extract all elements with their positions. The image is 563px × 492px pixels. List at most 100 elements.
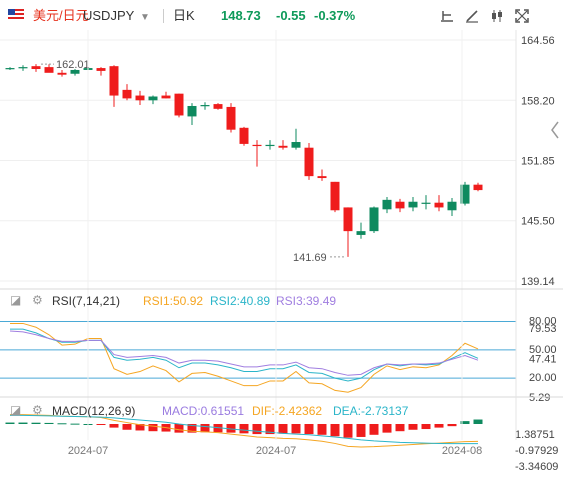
last-price: 148.73 bbox=[221, 8, 261, 23]
drawing-icon[interactable] bbox=[464, 8, 480, 24]
macd-histogram-bar bbox=[369, 424, 379, 435]
candle bbox=[5, 67, 15, 70]
candle bbox=[382, 197, 392, 214]
macd-histogram-bar bbox=[5, 422, 15, 424]
date-tick-label: 2024-07 bbox=[68, 445, 108, 457]
candle bbox=[343, 207, 353, 257]
macd-params[interactable]: MACD(12,26,9) bbox=[52, 404, 136, 418]
macd-histogram-bar bbox=[57, 423, 67, 425]
gear-icon[interactable]: ⚙ bbox=[32, 293, 43, 307]
chevron-left-icon[interactable] bbox=[551, 121, 559, 139]
us-flag-icon bbox=[8, 9, 24, 21]
candle-body bbox=[70, 69, 80, 74]
macd-histogram-bar bbox=[395, 424, 405, 432]
header-divider bbox=[163, 9, 164, 23]
macd-histogram-bar bbox=[473, 419, 483, 424]
date-tick-label: 2024-08 bbox=[442, 445, 482, 457]
candle-body bbox=[343, 207, 353, 232]
macd-tick-label: 1.38751 bbox=[515, 429, 555, 441]
macd-histogram-bar bbox=[187, 424, 197, 433]
candle bbox=[122, 84, 132, 101]
hide-indicator-icon[interactable]: ◪ bbox=[10, 403, 22, 417]
price-tick-label: 164.56 bbox=[521, 35, 555, 47]
date-tick-label: 2024-07 bbox=[256, 445, 296, 457]
candle-body bbox=[96, 68, 106, 71]
candle bbox=[395, 198, 405, 213]
fullscreen-icon[interactable] bbox=[514, 8, 530, 24]
candle bbox=[278, 140, 288, 150]
candle-body bbox=[109, 66, 119, 96]
macd-histogram-bar bbox=[408, 424, 418, 430]
candle bbox=[434, 195, 444, 212]
rsi2-value: RSI2:40.89 bbox=[210, 294, 271, 308]
price-tick-label: 145.50 bbox=[521, 216, 555, 228]
candle bbox=[44, 64, 54, 73]
candle bbox=[213, 103, 223, 110]
macd-histogram-bar bbox=[239, 424, 249, 434]
candle-body bbox=[44, 67, 54, 73]
candle bbox=[369, 206, 379, 234]
chart-header: 美元/日元 USDJPY ▼ 日K 148.73 -0.55 -0.37% bbox=[0, 0, 563, 32]
macd-histogram-bar bbox=[135, 424, 145, 431]
candle-body bbox=[57, 72, 67, 75]
interval-selector[interactable]: 日K bbox=[173, 8, 195, 23]
candle bbox=[239, 126, 249, 146]
low-annotation: 141.69 bbox=[293, 252, 327, 264]
macd-histogram-bar bbox=[96, 424, 106, 425]
candle bbox=[18, 65, 28, 71]
macd-histogram-bar bbox=[70, 423, 80, 425]
candle bbox=[460, 181, 470, 206]
rsi1-value: RSI1:50.92 bbox=[143, 294, 204, 308]
macd-histogram-bar bbox=[109, 424, 119, 428]
date-axis: 2024-07 2024-07 2024-08 bbox=[68, 30, 482, 457]
candle-body bbox=[213, 104, 223, 109]
macd-tick-label: -3.34609 bbox=[515, 461, 558, 473]
candle bbox=[187, 103, 197, 125]
macd-histogram-bar bbox=[226, 424, 236, 433]
gear-icon[interactable]: ⚙ bbox=[32, 403, 43, 417]
rsi-tick-label: 5.29 bbox=[529, 392, 550, 404]
candle bbox=[408, 197, 418, 212]
candle-body bbox=[473, 184, 483, 191]
candle-body bbox=[135, 95, 145, 101]
macd-histogram-bar bbox=[421, 424, 431, 430]
macd-histogram-bar bbox=[317, 424, 327, 435]
crosshair-icon[interactable] bbox=[439, 8, 455, 24]
macd-histogram-bar bbox=[460, 421, 470, 424]
price-change: -0.55 bbox=[276, 8, 306, 23]
currency-pair-name[interactable]: 美元/日元 bbox=[33, 8, 89, 23]
macd-histogram-bar bbox=[278, 424, 288, 434]
rsi-params[interactable]: RSI(7,14,21) bbox=[52, 294, 121, 308]
candle-type-icon[interactable] bbox=[489, 8, 505, 24]
macd-histogram-bar bbox=[382, 424, 392, 433]
chevron-down-icon[interactable]: ▼ bbox=[140, 12, 150, 23]
hide-indicator-icon[interactable]: ◪ bbox=[10, 293, 22, 307]
candle bbox=[31, 64, 41, 72]
rsi-series-rsi3 bbox=[9, 330, 479, 376]
macd-histogram-bar bbox=[174, 424, 184, 433]
main-price-axis: 164.56 158.20 151.85 145.50 139.14 162.01 141.… bbox=[41, 35, 555, 288]
candle-body bbox=[174, 93, 184, 116]
rsi-tick-label: 50.00 bbox=[529, 344, 557, 356]
symbol-code[interactable]: USDJPY bbox=[83, 8, 135, 23]
macd-histogram-bar bbox=[252, 424, 262, 435]
macd-histogram-bar bbox=[18, 422, 28, 424]
candle bbox=[161, 91, 171, 99]
candle-body bbox=[148, 96, 158, 101]
macd-histogram-bar bbox=[31, 422, 41, 424]
macd-histogram-bar bbox=[200, 424, 210, 433]
candle-body bbox=[421, 202, 431, 204]
dif-value: DIF:-2.42362 bbox=[252, 404, 323, 418]
candle-body bbox=[382, 199, 392, 210]
rsi-tick-label: 80.00 bbox=[529, 316, 557, 328]
macd-histogram-bar bbox=[122, 424, 132, 430]
rsi-series-rsi2 bbox=[10, 328, 479, 382]
candle bbox=[135, 90, 145, 106]
macd-histogram-bar bbox=[330, 424, 340, 437]
candle-body bbox=[447, 201, 457, 211]
candle bbox=[473, 182, 483, 192]
candle bbox=[96, 67, 106, 76]
rsi-tick-label: 79.53 bbox=[529, 323, 557, 335]
